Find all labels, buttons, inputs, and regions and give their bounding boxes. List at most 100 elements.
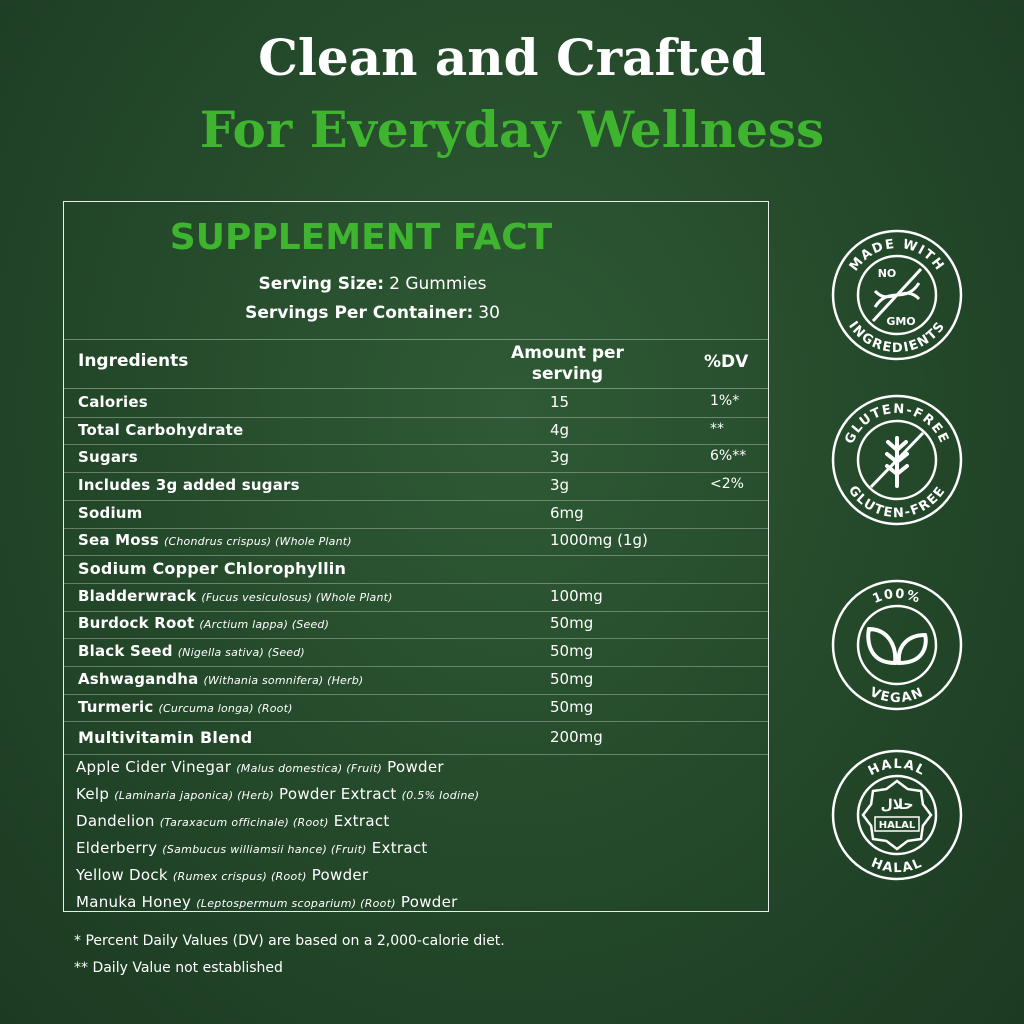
ingredient-name: Bladderwrack (Fucus vesiculosus) (Whole P… [78, 587, 393, 605]
ingredient-text: Sodium Copper Chlorophyllin [78, 559, 347, 579]
ingredient-note: (Curcuma longa) (Root) [158, 701, 293, 715]
amount: 50mg [550, 697, 594, 716]
row-divider [63, 527, 769, 529]
badge-center: NO [878, 267, 897, 280]
ingredient-name: Calories [78, 393, 148, 411]
badge-center: حلال [881, 797, 914, 813]
subtitle: For Everyday Wellness [199, 100, 825, 159]
badge-bottom-text: VEGAN [867, 685, 926, 706]
badge-bottom: HALAL [869, 856, 924, 877]
badge-top-text: HALAL [866, 757, 928, 779]
halal-band [874, 816, 920, 832]
divider [63, 339, 769, 340]
ingredient-note: (Withania somnifera) (Herb) [203, 673, 364, 687]
row-divider [63, 610, 769, 612]
serving-label: Servings Per Container: [245, 303, 474, 323]
row-divider [63, 582, 769, 584]
ingredient-name: Sugars [78, 448, 138, 466]
row-divider [63, 416, 769, 418]
divider [63, 388, 769, 389]
badge-bottom-text: HALAL [869, 856, 925, 877]
facts-title: SUPPLEMENT FACT [63, 217, 769, 258]
amount: 50mg [550, 642, 594, 661]
badge-inner [856, 419, 938, 501]
daily-value: 6%** [710, 448, 747, 465]
daily-value: <2% [710, 475, 744, 492]
ingredient-name: Turmeric (Curcuma longa) (Root) [78, 698, 293, 716]
ingredient-text: Yellow Dock [76, 865, 168, 884]
ingredient-note: (Malus domestica) (Fruit) [236, 761, 383, 775]
row-divider [63, 499, 769, 501]
badge-inner [856, 254, 938, 336]
col-header: Amount per serving [511, 343, 624, 384]
daily-value: ** [710, 420, 724, 437]
ingredient-note: (Fucus vesiculosus) (Whole Plant) [201, 590, 393, 604]
ingredient-name: Burdock Root (Arctium lappa) (Seed) [78, 614, 329, 632]
ingredient-text: Multivitamin Blend [78, 727, 253, 747]
ingredient-text: Elderberry [76, 838, 158, 857]
ingredient-text: Burdock Root [78, 614, 195, 633]
ingredient-text: Sugars [78, 448, 138, 467]
row-divider [63, 754, 769, 756]
ingredient-name: Multivitamin Blend [78, 728, 252, 747]
ingredient-text: Kelp [76, 784, 110, 803]
serving-line: Servings Per Container: 30 [20, 303, 726, 323]
badge-ring [831, 229, 963, 361]
slash [871, 267, 923, 323]
ingredient-text: Extract [371, 838, 428, 857]
ingredient-text: Ashwagandha [78, 669, 199, 688]
ingredient-note: (Chondrus crispus) (Whole Plant) [164, 535, 352, 549]
amount: 6mg [550, 503, 584, 522]
ingredient-text: Manuka Honey [76, 892, 192, 911]
facts-title-text: SUPPLEMENT FACT [169, 217, 553, 258]
ingredient-note: (0.5% Iodine) [401, 788, 480, 802]
ingredient-note: (Taraxacum officinale) (Root) [159, 815, 329, 829]
amount: 100mg [550, 586, 603, 605]
amount: 50mg [550, 614, 594, 633]
ingredient-name: Manuka Honey (Leptospermum scoparium) (Ro… [76, 893, 458, 911]
serving-label: Serving Size: [258, 274, 385, 294]
row-divider [63, 444, 769, 446]
daily-value: 1%* [710, 392, 740, 409]
row-divider [63, 721, 769, 723]
badge-ring [831, 394, 963, 526]
ingredient-text: Sea Moss [78, 531, 160, 550]
col-header: Ingredients [78, 351, 189, 371]
ingredient-name: Apple Cider Vinegar (Malus domestica) (Fr… [76, 758, 444, 776]
footnote: ** Daily Value not established [74, 960, 283, 976]
badge-bottom: VEGAN [867, 685, 925, 706]
row-divider [63, 555, 769, 557]
ingredient-note: (Sambucus williamsii hance) (Fruit) [162, 842, 367, 856]
amount: 3g [550, 475, 570, 494]
badge-inner [856, 774, 938, 856]
amount: 15 [550, 392, 570, 411]
badge-bottom: GLUTEN-FREE [845, 483, 948, 521]
title: Clean and Crafted [258, 28, 766, 87]
row-divider [63, 693, 769, 695]
ingredient-text: Powder Extract [279, 784, 397, 803]
amount: 50mg [550, 669, 594, 688]
badge-top-text: 100% [871, 587, 923, 607]
col-header: %DV [704, 352, 749, 372]
amount: 4g [550, 420, 570, 439]
ingredient-name: Kelp (Laminaria japonica) (Herb) Powder Ex… [76, 785, 479, 803]
ingredient-note: (Arctium lappa) (Seed) [199, 618, 330, 632]
ingredient-text: Apple Cider Vinegar [76, 757, 232, 776]
badge-center: HALAL [879, 820, 916, 831]
ingredient-name: Total Carbohydrate [78, 421, 243, 439]
serving-value: 30 [478, 303, 500, 323]
ingredient-note: (Nigella sativa) (Seed) [177, 646, 305, 660]
badge-ring [831, 749, 963, 881]
ingredient-note: (Laminaria japonica) (Herb) [114, 788, 275, 802]
serving-value: 2 Gummies [389, 274, 487, 294]
ingredient-text: Powder [387, 757, 444, 776]
ingredient-note: (Rumex crispus) (Root) [172, 869, 307, 883]
badge-inner [856, 604, 938, 686]
ingredient-note: (Leptospermum scoparium) (Root) [196, 896, 396, 910]
ingredient-text: Sodium [78, 503, 143, 522]
serving-text: Servings Per Container: 30 [245, 303, 500, 323]
serving-text: Serving Size: 2 Gummies [259, 274, 487, 294]
ingredient-text: Includes 3g added sugars [78, 475, 300, 494]
